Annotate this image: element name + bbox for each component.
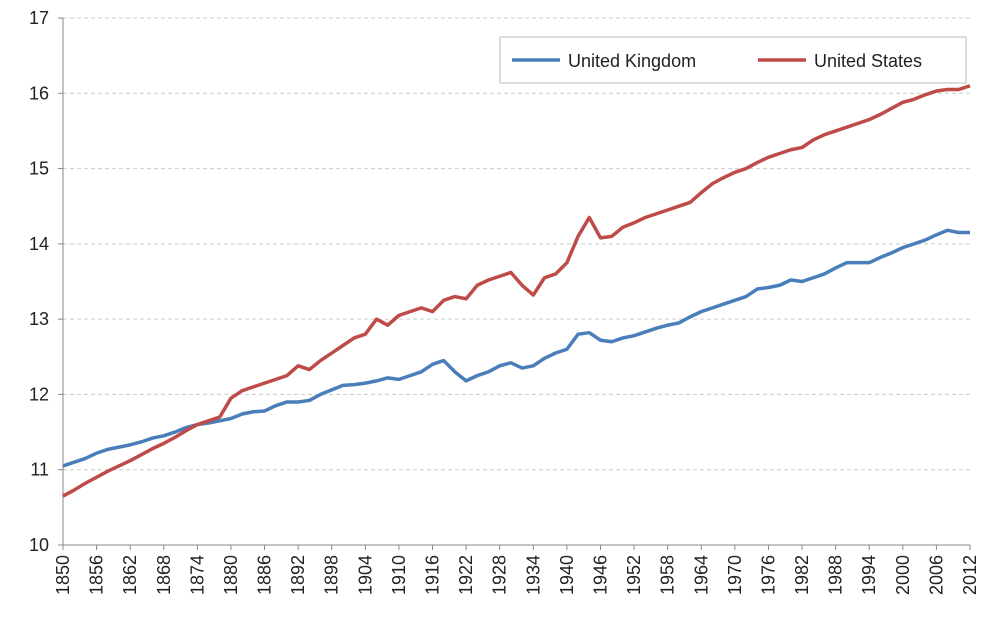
x-tick-label: 1988 xyxy=(826,555,846,595)
x-tick-label: 1910 xyxy=(389,555,409,595)
x-tick-label: 1970 xyxy=(725,555,745,595)
x-tick-label: 1952 xyxy=(624,555,644,595)
y-tick-label: 10 xyxy=(29,535,49,555)
x-tick-label: 2012 xyxy=(960,555,980,595)
y-tick-label: 12 xyxy=(29,384,49,404)
x-tick-label: 1862 xyxy=(120,555,140,595)
x-tick-label: 1880 xyxy=(221,555,241,595)
x-tick-label: 1868 xyxy=(154,555,174,595)
y-tick-label: 17 xyxy=(29,8,49,28)
x-tick-label: 1916 xyxy=(423,555,443,595)
x-tick-label: 1922 xyxy=(456,555,476,595)
y-tick-label: 13 xyxy=(29,309,49,329)
x-tick-label: 1904 xyxy=(355,555,375,595)
y-tick-label: 16 xyxy=(29,83,49,103)
x-tick-label: 1976 xyxy=(758,555,778,595)
legend-label: United States xyxy=(814,51,922,71)
x-tick-label: 1928 xyxy=(490,555,510,595)
x-tick-label: 1940 xyxy=(557,555,577,595)
x-tick-label: 1850 xyxy=(53,555,73,595)
series-line xyxy=(62,228,970,468)
y-tick-label: 11 xyxy=(30,460,49,480)
x-tick-label: 1964 xyxy=(691,555,711,595)
y-tick-label: 14 xyxy=(29,234,49,254)
x-tick-label: 2000 xyxy=(893,555,913,595)
x-tick-label: 1892 xyxy=(288,555,308,595)
x-tick-label: 1934 xyxy=(523,555,543,595)
x-tick-label: 1886 xyxy=(255,555,275,595)
legend-box xyxy=(499,36,967,84)
x-tick-label: 1874 xyxy=(187,555,207,595)
x-tick-label: 1856 xyxy=(87,555,107,595)
x-tick-label: 1946 xyxy=(590,555,610,595)
legend-label: United Kingdom xyxy=(568,51,696,71)
x-tick-label: 2006 xyxy=(926,555,946,595)
x-tick-label: 1958 xyxy=(658,555,678,595)
x-tick-label: 1898 xyxy=(322,555,342,595)
x-tick-label: 1982 xyxy=(792,555,812,595)
y-tick-label: 15 xyxy=(29,159,49,179)
series-line xyxy=(62,84,971,498)
x-tick-label: 1994 xyxy=(859,555,879,595)
